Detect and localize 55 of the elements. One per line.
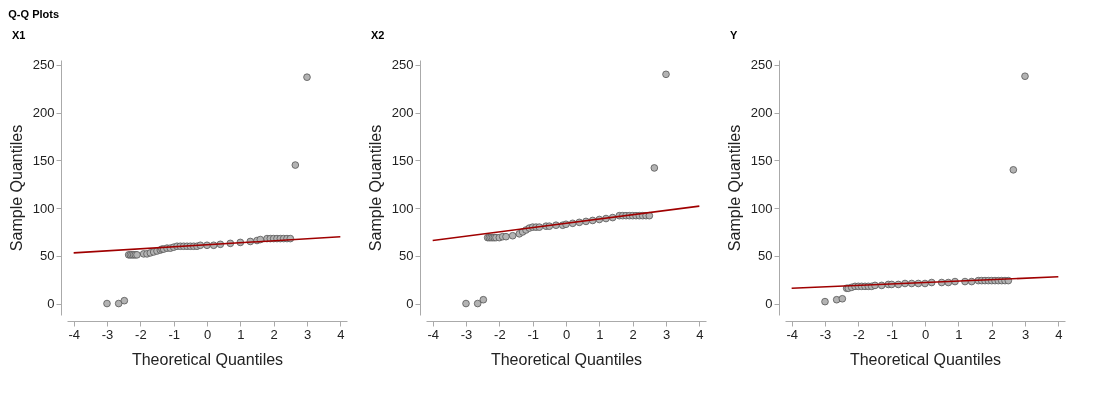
x-tick-label: -3 bbox=[819, 326, 832, 342]
chart-subtitle: Y bbox=[730, 28, 738, 41]
x-axis-title: Theoretical Quantiles bbox=[131, 350, 284, 368]
y-tick-label: 200 bbox=[391, 105, 414, 121]
x-tick-label: 0 bbox=[203, 326, 212, 342]
y-axis-title: Sample Quantiles bbox=[366, 124, 384, 252]
y-tick-label: 100 bbox=[32, 200, 55, 216]
y-tick-label: 50 bbox=[758, 248, 773, 264]
x-tick-label: -4 bbox=[427, 326, 439, 342]
x-axis-title: Theoretical Quantiles bbox=[490, 350, 643, 368]
y-tick-label: 200 bbox=[32, 105, 55, 121]
x-tick-label: -1 bbox=[886, 326, 898, 342]
y-tick-label: 100 bbox=[391, 200, 414, 216]
x-tick-label: -3 bbox=[101, 326, 114, 342]
y-tick-label: 250 bbox=[391, 57, 414, 73]
x-axis-title: Theoretical Quantiles bbox=[849, 350, 1002, 368]
x-tick-label: -2 bbox=[494, 326, 506, 342]
x-tick-label: -1 bbox=[168, 326, 180, 342]
x-tick-label: 2 bbox=[629, 326, 637, 342]
x-tick-label: -2 bbox=[853, 326, 865, 342]
x-tick-label: -4 bbox=[786, 326, 798, 342]
y-tick-label: 0 bbox=[47, 296, 55, 312]
chart-subtitle: X2 bbox=[371, 28, 385, 41]
y-tick-label: 150 bbox=[391, 152, 414, 168]
y-tick-label: 250 bbox=[750, 57, 773, 73]
x-tick-label: 0 bbox=[562, 326, 571, 342]
y-axis-title: Sample Quantiles bbox=[725, 124, 743, 252]
x-tick-label: 3 bbox=[303, 326, 312, 342]
x-tick-label: 1 bbox=[596, 326, 604, 342]
chart-title: Q-Q Plots bbox=[8, 7, 60, 20]
x-tick-label: 4 bbox=[337, 326, 345, 342]
y-tick-label: 0 bbox=[406, 296, 414, 312]
chart-subtitle: X1 bbox=[12, 28, 26, 41]
x-tick-label: 2 bbox=[988, 326, 996, 342]
x-tick-label: 1 bbox=[955, 326, 963, 342]
y-axis-title: Sample Quantiles bbox=[7, 124, 25, 252]
y-tick-label: 250 bbox=[32, 57, 55, 73]
x-tick-label: 0 bbox=[921, 326, 930, 342]
x-tick-label: 4 bbox=[696, 326, 704, 342]
y-tick-label: 100 bbox=[750, 200, 773, 216]
x-tick-label: 1 bbox=[237, 326, 245, 342]
x-tick-label: 3 bbox=[662, 326, 671, 342]
x-tick-label: 3 bbox=[1021, 326, 1030, 342]
x-tick-label: -2 bbox=[135, 326, 147, 342]
y-tick-label: 200 bbox=[750, 105, 773, 121]
x-tick-label: 2 bbox=[270, 326, 278, 342]
y-tick-label: 50 bbox=[399, 248, 414, 264]
x-tick-label: 4 bbox=[1055, 326, 1063, 342]
y-tick-label: 50 bbox=[40, 248, 55, 264]
y-tick-label: 150 bbox=[750, 152, 773, 168]
y-tick-label: 150 bbox=[32, 152, 55, 168]
y-tick-label: 0 bbox=[765, 296, 773, 312]
x-tick-label: -3 bbox=[460, 326, 473, 342]
x-tick-label: -1 bbox=[527, 326, 539, 342]
x-tick-label: -4 bbox=[68, 326, 80, 342]
